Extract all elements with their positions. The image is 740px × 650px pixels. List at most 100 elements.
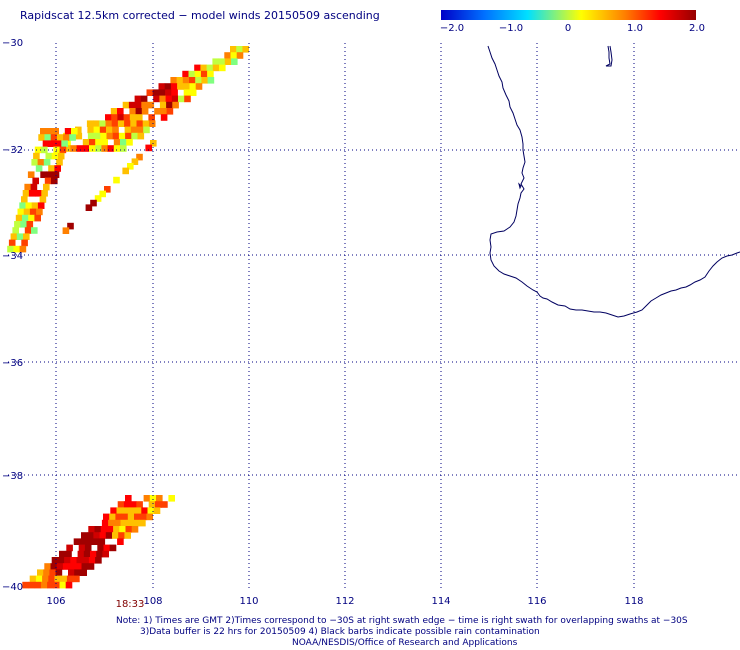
wind-difference-cell (73, 575, 80, 583)
wind-difference-cell (31, 202, 39, 209)
wind-difference-cell (219, 64, 226, 72)
wind-difference-cell (176, 77, 184, 84)
wind-difference-cell (24, 227, 32, 234)
wind-difference-cell (166, 108, 174, 115)
wind-difference-cell (152, 89, 160, 96)
longitude-labels: 106 108 110 112 114 116 118 (46, 596, 643, 607)
wind-difference-cell (87, 132, 95, 140)
wind-difference-cell (19, 202, 26, 209)
wind-difference-cell (113, 139, 121, 146)
wind-difference-cell (93, 120, 100, 127)
wind-difference-cell (136, 120, 144, 127)
colorbar: −2.0 −1.0 0 1.0 2.0 (440, 10, 705, 34)
wind-difference-cell (85, 204, 93, 211)
wind-difference-cell (136, 153, 143, 161)
wind-difference-cell (80, 569, 87, 576)
wind-difference-cell (122, 167, 129, 175)
latitude-label: −34 (2, 251, 23, 262)
wind-difference-cell (170, 77, 177, 84)
wind-difference-cell (109, 544, 117, 552)
wind-difference-cell (113, 526, 120, 533)
swath-time-label: 18:33 (116, 599, 145, 610)
wind-difference-cell (165, 89, 172, 96)
wind-difference-cell (28, 190, 36, 197)
colorbar-tick-label: 0 (565, 23, 571, 34)
wind-difference-cell (148, 120, 156, 127)
wind-difference-cell (120, 519, 128, 527)
wind-difference-cell (19, 245, 27, 253)
wind-difference-cell (128, 507, 136, 514)
wind-difference-cell (194, 70, 202, 78)
wind-difference-cell (33, 152, 40, 160)
wind-difference-cell (46, 128, 53, 135)
wind-difference-cell (110, 108, 118, 115)
wind-difference-cell (195, 77, 202, 84)
wind-difference-cell (75, 563, 82, 570)
wind-difference-cell (40, 128, 47, 135)
wind-difference-cell (124, 532, 131, 539)
longitude-label: 116 (527, 596, 546, 607)
wind-difference-cell (149, 495, 157, 502)
wind-difference-cell (70, 145, 77, 152)
wind-difference-cell (93, 126, 101, 134)
wind-difference-cell (21, 196, 28, 203)
wind-difference-cell (137, 132, 145, 140)
wind-difference-cell (171, 89, 178, 96)
wind-difference-cell (147, 507, 155, 514)
wind-difference-cell (103, 544, 111, 552)
wind-difference-cell (36, 208, 43, 216)
wind-difference-cell (30, 183, 38, 191)
wind-difference-cell (51, 557, 59, 564)
colorbar-tick-label: −2.0 (440, 23, 464, 34)
wind-difference-cell (177, 83, 184, 90)
wind-difference-cell (52, 171, 60, 178)
wind-difference-cell (43, 569, 50, 576)
wind-difference-cell (124, 126, 132, 134)
wind-difference-cell (114, 519, 121, 527)
wind-difference-cell (145, 144, 152, 152)
wind-difference-cell (95, 139, 102, 146)
wind-difference-cell (23, 208, 31, 216)
wind-difference-cell (117, 120, 125, 127)
wind-difference-cell (106, 126, 113, 134)
wind-difference-cell (200, 70, 208, 78)
wind-difference-cell (236, 52, 244, 59)
wind-difference-cell (170, 83, 178, 90)
wind-difference-cell (20, 221, 27, 228)
wind-difference-cell (89, 145, 96, 152)
wind-difference-cell (95, 145, 102, 152)
wind-difference-cell (124, 120, 131, 127)
wind-difference-cell (168, 495, 175, 502)
wind-difference-cell (44, 134, 52, 141)
wind-difference-cell (242, 46, 249, 53)
wind-difference-cell (87, 532, 94, 539)
footnote-line: 3)Data buffer is 22 hrs for 20150509 4) … (140, 627, 540, 637)
wind-difference-cell (68, 569, 75, 576)
wind-difference-cell (22, 190, 30, 197)
longitude-label: 110 (239, 596, 258, 607)
wind-difference-cell (166, 101, 173, 109)
wind-difference-cell (113, 145, 121, 152)
wind-difference-cell (70, 557, 77, 564)
wind-difference-cell (51, 152, 59, 160)
wind-difference-cell (49, 569, 56, 576)
wind-difference-cell (112, 126, 119, 134)
wind-difference-cell (111, 120, 119, 127)
wind-difference-cell (8, 239, 16, 247)
wind-difference-cell (42, 575, 49, 583)
wind-difference-cell (159, 101, 167, 109)
wind-difference-cell (100, 526, 108, 533)
wind-difference-cell (171, 95, 179, 103)
wind-difference-cell (105, 532, 113, 539)
wind-difference-cell (131, 526, 139, 533)
wind-difference-cell (37, 202, 45, 209)
colorbar-tick-label: −1.0 (499, 23, 523, 34)
wind-difference-cell (40, 581, 48, 589)
wind-difference-cell (129, 114, 137, 121)
wind-difference-cell (112, 132, 120, 140)
wind-difference-cell (98, 538, 106, 545)
wind-difference-cell (78, 544, 86, 552)
wind-difference-cell (231, 58, 238, 65)
wind-difference-cell (10, 233, 18, 240)
wind-difference-cell (87, 563, 95, 570)
